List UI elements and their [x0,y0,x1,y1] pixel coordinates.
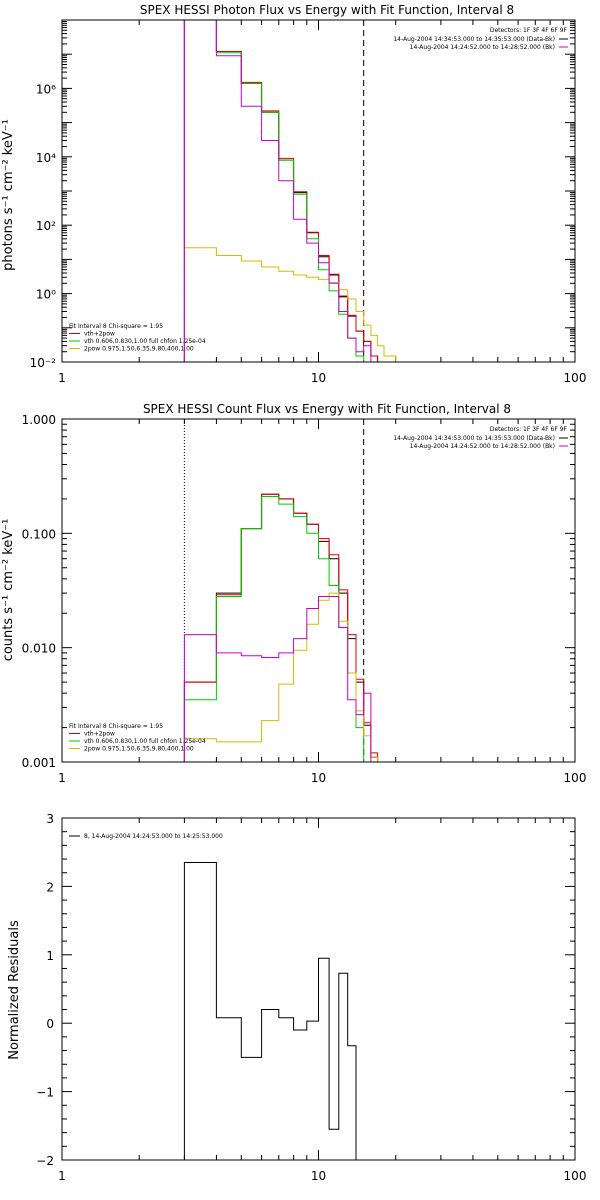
y-tick-label: 10⁰ [36,288,56,302]
x-tick-label: 1 [58,771,66,785]
legend-entry: vth 0.606,0.830,1.00 full chfon 1.25e-04 [84,338,206,345]
legend-entry: 14-Aug-2004 14:34:53.000 to 14:35:53.000… [393,36,555,43]
x-tick-label: 1 [58,371,66,385]
x-tick-label: 100 [564,771,587,785]
y-tick-label: −1 [36,1086,54,1100]
y-tick-label: 0.001 [22,756,56,770]
panel-photon-flux: SPEX HESSI Photon Flux vs Energy with Fi… [1,3,587,385]
panel-count-flux: SPEX HESSI Count Flux vs Energy with Fit… [1,402,587,785]
y-tick-label: 0.010 [22,642,56,656]
series-data-line [183,20,372,362]
panel-title: SPEX HESSI Count Flux vs Energy with Fit… [143,402,511,416]
y-axis-label: Normalized Residuals [7,920,22,1060]
y-axis-label: photons s⁻¹ cm⁻² keV⁻¹ [1,119,16,271]
x-tick-label: 100 [564,371,587,385]
legend-entry: 14-Aug-2004 14:24:52.000 to 14:28:52.000… [410,44,555,51]
plot-frame [61,418,576,763]
legend-entry: vth+2pow [84,731,115,738]
y-tick-label: 1 [46,949,54,963]
y-tick-label: −2 [36,1154,54,1168]
legend-entry: 2pow 0.975,1.50,6.35,9.80,400,1.00 [84,746,194,753]
series-2pow-line [183,592,397,762]
y-tick-label: 10⁴ [36,151,56,165]
detectors-label: Detectors: 1F 3F 4F 6F 9F [490,426,568,433]
x-tick-label: 100 [564,1169,587,1183]
legend-entry: 2pow 0.975,1.50,6.35,9.80,400,1.00 [84,346,194,353]
legend-entry: 8, 14-Aug-2004 14:24:53.000 to 14:25:53.… [84,833,223,840]
y-axis-label: counts s⁻¹ cm⁻² keV⁻¹ [1,519,16,662]
series-total-line [183,862,357,1160]
legend-entry: 14-Aug-2004 14:24:52.000 to 14:28:52.000… [410,443,555,450]
panel-residuals: Normalized Residuals 1 10 100 −2 −1 0 1 2 3 8, 14… [7,812,586,1183]
y-tick-label: 2 [46,880,54,894]
series-data-line [183,596,372,762]
y-tick-label: 10² [36,219,56,233]
x-tick-label: 10 [311,771,326,785]
panel-title: SPEX HESSI Photon Flux vs Energy with Fi… [140,3,514,17]
x-tick-label: 10 [311,1169,326,1183]
plot-frame [61,817,576,1161]
y-tick-label: 10⁻² [30,356,57,370]
y-tick-label: 1.000 [22,413,56,427]
plot-frame [61,19,576,363]
detectors-label: Detectors: 1F 3F 4F 6F 9F [490,27,568,34]
series-vth-line [183,496,397,762]
y-tick-label: 0 [46,1017,54,1031]
legend-entry: vth+2pow [84,331,115,338]
y-tick-label: 3 [46,812,54,826]
legend-entry: Fit Interval 8 Chi-square = 1.95 [69,723,163,730]
legend-entry: vth 0.606,0.830,1.00 full chfon 1.25e-04 [84,738,206,745]
y-tick-label: 0.100 [22,527,56,541]
x-tick-label: 1 [58,1169,66,1183]
x-tick-label: 10 [311,371,326,385]
y-tick-label: 10⁶ [36,82,56,96]
legend-entry: 14-Aug-2004 14:34:53.000 to 14:35:53.000… [393,435,555,442]
legend-entry: Fit Interval 8 Chi-square = 1.95 [69,323,163,330]
